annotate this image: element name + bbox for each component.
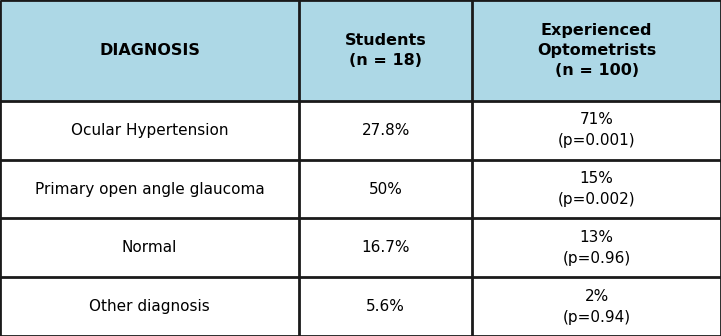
Text: Other diagnosis: Other diagnosis: [89, 299, 210, 314]
Text: DIAGNOSIS: DIAGNOSIS: [99, 43, 200, 58]
Text: 15%
(p=0.002): 15% (p=0.002): [558, 171, 635, 207]
Bar: [0, 0, 299, 101]
Bar: [0, 277, 299, 336]
Text: 16.7%: 16.7%: [361, 240, 410, 255]
Text: 5.6%: 5.6%: [366, 299, 405, 314]
Bar: [299, 0, 472, 101]
Text: Experienced
Optometrists
(n = 100): Experienced Optometrists (n = 100): [537, 23, 656, 78]
Bar: [472, 101, 721, 160]
Bar: [0, 218, 299, 277]
Bar: [0, 101, 299, 160]
Text: 2%
(p=0.94): 2% (p=0.94): [562, 289, 631, 325]
Bar: [299, 277, 472, 336]
Bar: [472, 277, 721, 336]
Bar: [299, 160, 472, 218]
Text: Students
(n = 18): Students (n = 18): [345, 33, 427, 68]
Text: 50%: 50%: [369, 181, 402, 197]
Bar: [472, 218, 721, 277]
Bar: [299, 101, 472, 160]
Bar: [472, 160, 721, 218]
Text: Primary open angle glaucoma: Primary open angle glaucoma: [35, 181, 265, 197]
Text: Normal: Normal: [122, 240, 177, 255]
Text: 27.8%: 27.8%: [361, 123, 410, 138]
Text: 71%
(p=0.001): 71% (p=0.001): [558, 112, 635, 148]
Bar: [299, 218, 472, 277]
Text: 13%
(p=0.96): 13% (p=0.96): [562, 230, 631, 266]
Bar: [472, 0, 721, 101]
Bar: [0, 160, 299, 218]
Text: Ocular Hypertension: Ocular Hypertension: [71, 123, 229, 138]
